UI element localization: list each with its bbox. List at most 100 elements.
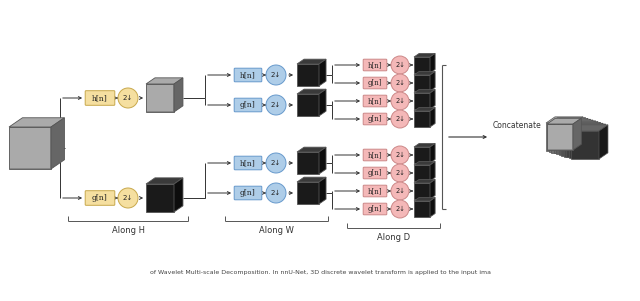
Polygon shape	[594, 123, 603, 157]
Circle shape	[391, 74, 409, 92]
Text: 2↓: 2↓	[395, 206, 405, 212]
Circle shape	[391, 56, 409, 74]
Text: h[n]: h[n]	[368, 187, 382, 195]
Polygon shape	[414, 93, 430, 109]
Polygon shape	[566, 129, 594, 157]
Polygon shape	[599, 125, 608, 159]
Text: Along W: Along W	[259, 226, 294, 235]
Polygon shape	[430, 71, 435, 91]
Polygon shape	[146, 84, 174, 112]
Text: 2↓: 2↓	[271, 190, 281, 196]
Text: 2↓: 2↓	[395, 98, 405, 104]
Polygon shape	[414, 201, 430, 217]
Text: g[n]: g[n]	[240, 101, 256, 109]
Polygon shape	[547, 118, 581, 124]
Polygon shape	[546, 117, 583, 123]
Polygon shape	[584, 120, 593, 154]
Polygon shape	[554, 126, 582, 154]
Text: Concatenate: Concatenate	[493, 120, 541, 129]
Polygon shape	[577, 118, 586, 152]
Polygon shape	[568, 130, 596, 158]
Circle shape	[391, 92, 409, 110]
Polygon shape	[414, 71, 435, 75]
Polygon shape	[174, 178, 183, 212]
Polygon shape	[551, 118, 588, 125]
Polygon shape	[559, 127, 586, 155]
Text: Along H: Along H	[111, 226, 145, 235]
Text: g[n]: g[n]	[368, 115, 382, 123]
Polygon shape	[561, 122, 598, 128]
Polygon shape	[297, 152, 319, 174]
Polygon shape	[146, 184, 174, 212]
Polygon shape	[556, 120, 593, 126]
Text: 2↓: 2↓	[395, 80, 405, 86]
Polygon shape	[297, 177, 326, 182]
Polygon shape	[174, 78, 183, 112]
Text: h[n]: h[n]	[240, 71, 256, 79]
Polygon shape	[147, 85, 173, 111]
Circle shape	[266, 65, 286, 85]
Polygon shape	[430, 144, 435, 163]
Text: g[n]: g[n]	[368, 169, 382, 177]
Polygon shape	[430, 107, 435, 127]
FancyBboxPatch shape	[85, 91, 115, 105]
Text: g[n]: g[n]	[368, 79, 382, 87]
Polygon shape	[582, 119, 591, 154]
FancyBboxPatch shape	[234, 156, 262, 170]
Polygon shape	[9, 127, 51, 169]
Polygon shape	[546, 123, 574, 151]
Polygon shape	[548, 118, 586, 124]
Circle shape	[391, 110, 409, 128]
Polygon shape	[548, 124, 577, 152]
Polygon shape	[146, 78, 183, 84]
Polygon shape	[571, 131, 599, 159]
Polygon shape	[568, 124, 605, 130]
Circle shape	[118, 88, 138, 108]
Polygon shape	[297, 182, 319, 204]
Text: 2↓: 2↓	[123, 95, 133, 101]
Circle shape	[266, 95, 286, 115]
Polygon shape	[430, 89, 435, 109]
Polygon shape	[430, 179, 435, 199]
Polygon shape	[571, 125, 608, 131]
Polygon shape	[573, 118, 581, 150]
Polygon shape	[414, 144, 435, 147]
Text: 2↓: 2↓	[123, 195, 133, 201]
Text: h[n]: h[n]	[240, 159, 256, 167]
Polygon shape	[566, 123, 603, 129]
Text: Along D: Along D	[377, 233, 410, 242]
Polygon shape	[319, 59, 326, 86]
Polygon shape	[297, 94, 319, 116]
Polygon shape	[414, 183, 430, 199]
FancyBboxPatch shape	[364, 95, 387, 107]
Text: 2↓: 2↓	[395, 152, 405, 158]
Polygon shape	[548, 125, 572, 149]
Polygon shape	[563, 129, 591, 157]
Polygon shape	[559, 121, 595, 127]
Circle shape	[391, 164, 409, 182]
Circle shape	[266, 183, 286, 203]
Text: 2↓: 2↓	[395, 116, 405, 122]
Polygon shape	[297, 64, 319, 86]
Circle shape	[118, 188, 138, 208]
FancyBboxPatch shape	[364, 149, 387, 161]
Polygon shape	[547, 124, 573, 150]
Polygon shape	[319, 147, 326, 174]
Polygon shape	[319, 89, 326, 116]
Text: 2↓: 2↓	[395, 170, 405, 176]
Circle shape	[391, 146, 409, 164]
Text: h[n]: h[n]	[368, 61, 382, 69]
Polygon shape	[414, 197, 435, 201]
Text: g[n]: g[n]	[92, 194, 108, 202]
Polygon shape	[297, 89, 326, 94]
Text: 2↓: 2↓	[271, 160, 281, 166]
Polygon shape	[556, 126, 584, 154]
FancyBboxPatch shape	[234, 186, 262, 200]
Polygon shape	[579, 118, 588, 153]
Circle shape	[391, 200, 409, 218]
Polygon shape	[51, 118, 65, 169]
Polygon shape	[574, 117, 583, 151]
FancyBboxPatch shape	[85, 191, 115, 205]
Polygon shape	[414, 111, 430, 127]
Polygon shape	[414, 57, 430, 73]
